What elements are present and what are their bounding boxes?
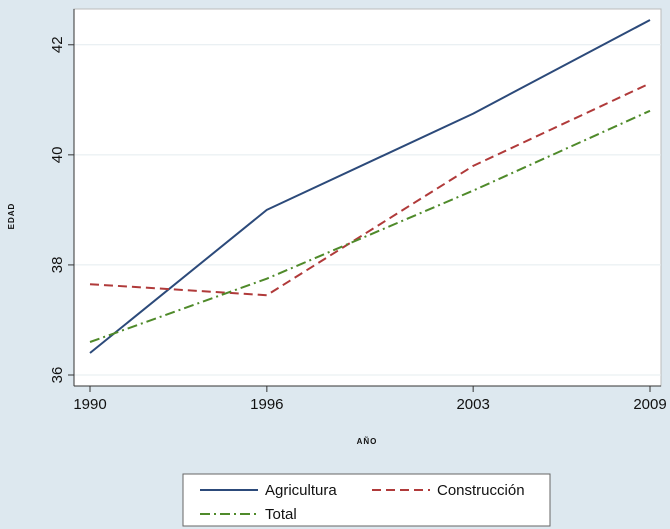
- series-line-1: [89, 82, 651, 297]
- series-line-2: [89, 109, 651, 343]
- x-axis-title: AÑO: [357, 437, 378, 446]
- y-tick-label: 40: [49, 147, 66, 164]
- y-tick-label: 36: [49, 367, 66, 384]
- legend: Agricultura Construcción Total: [182, 473, 551, 527]
- x-tick-label: 1996: [250, 396, 283, 413]
- y-tick-label: 38: [49, 257, 66, 274]
- series-line-0: [89, 19, 651, 354]
- gridlines: [74, 44, 661, 376]
- legend-label-2: Total: [265, 506, 297, 523]
- y-tick-label: 42: [49, 36, 66, 53]
- y-axis-ticks: 36 38 40 42: [49, 36, 74, 383]
- x-axis-ticks: 1990 1996 2003 2009: [73, 386, 667, 413]
- x-tick-label: 2003: [456, 396, 489, 413]
- legend-label-1: Construcción: [437, 482, 525, 499]
- x-tick-label: 2009: [633, 396, 666, 413]
- plot-area: [73, 8, 662, 387]
- x-tick-label: 1990: [73, 396, 106, 413]
- legend-label-0: Agricultura: [265, 482, 337, 499]
- legend-box: [182, 473, 551, 527]
- y-axis-title: EDAD: [7, 203, 16, 230]
- series-lines: [89, 19, 651, 354]
